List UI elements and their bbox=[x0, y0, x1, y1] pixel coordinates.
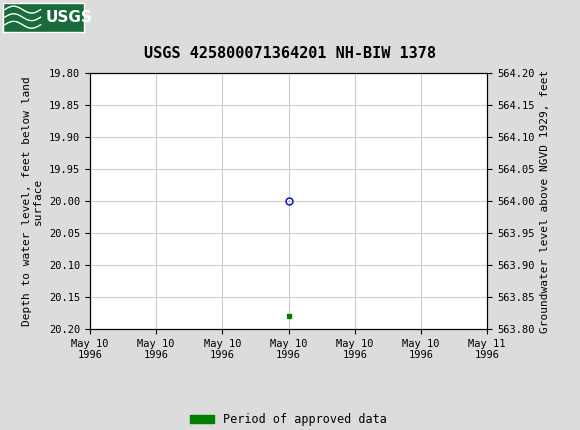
Text: USGS: USGS bbox=[45, 10, 92, 25]
Bar bbox=[3, 3, 84, 32]
Legend: Period of approved data: Period of approved data bbox=[186, 408, 392, 430]
Y-axis label: Groundwater level above NGVD 1929, feet: Groundwater level above NGVD 1929, feet bbox=[540, 69, 550, 333]
Text: USGS 425800071364201 NH-BIW 1378: USGS 425800071364201 NH-BIW 1378 bbox=[144, 46, 436, 61]
Y-axis label: Depth to water level, feet below land
surface: Depth to water level, feet below land su… bbox=[22, 76, 44, 326]
